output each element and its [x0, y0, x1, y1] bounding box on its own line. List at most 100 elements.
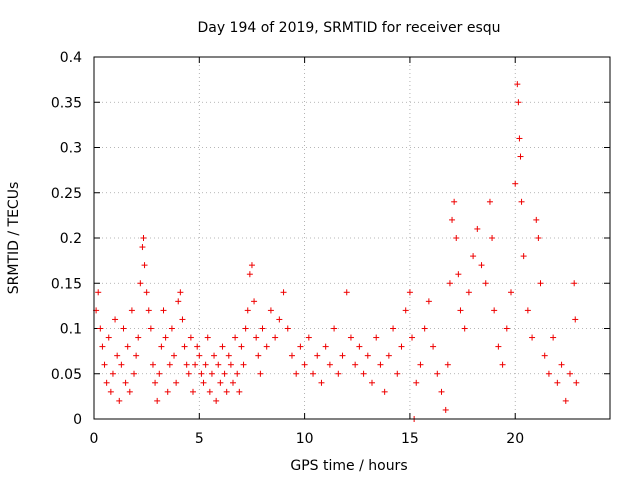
x-tick-label: 10: [296, 431, 314, 447]
data-point: [185, 370, 192, 377]
data-point: [326, 361, 333, 368]
data-point: [251, 298, 258, 305]
data-point: [177, 289, 184, 296]
data-point: [402, 307, 409, 314]
data-point: [347, 334, 354, 341]
data-point: [107, 388, 114, 395]
data-point: [518, 198, 525, 205]
data-point: [206, 388, 213, 395]
data-point: [126, 388, 133, 395]
data-point: [101, 361, 108, 368]
data-point: [253, 334, 260, 341]
y-tick-label: 0: [73, 412, 82, 428]
data-point: [200, 379, 207, 386]
data-point: [566, 370, 573, 377]
data-point: [112, 316, 119, 323]
data-point: [529, 334, 536, 341]
data-point: [141, 262, 148, 269]
data-point: [105, 334, 112, 341]
data-point: [217, 379, 224, 386]
data-point: [149, 361, 156, 368]
data-point: [162, 334, 169, 341]
data-point: [573, 379, 580, 386]
data-point: [390, 325, 397, 332]
data-point: [409, 334, 416, 341]
data-point: [124, 343, 131, 350]
data-point: [255, 352, 262, 359]
y-tick-label: 0.05: [51, 367, 82, 383]
data-point: [147, 325, 154, 332]
x-tick-label: 0: [90, 431, 99, 447]
data-point: [425, 298, 432, 305]
y-tick-label: 0.15: [51, 276, 82, 292]
data-point: [310, 370, 317, 377]
data-point: [225, 352, 232, 359]
data-point: [430, 343, 437, 350]
axis-ticks: 0 5 10 15 20 0 0.05 0.1 0.15 0.2 0.25 0.3 0.35 0.4: [51, 50, 610, 447]
data-point: [160, 307, 167, 314]
data-point: [97, 325, 104, 332]
data-point: [533, 216, 540, 223]
data-point: [572, 316, 579, 323]
data-point: [550, 334, 557, 341]
chart-title: Day 194 of 2019, SRMTID for receiver esq…: [197, 20, 500, 36]
data-point: [244, 307, 251, 314]
data-point: [517, 153, 524, 160]
data-point: [120, 325, 127, 332]
data-point: [318, 379, 325, 386]
x-tick-label: 5: [195, 431, 204, 447]
data-point: [131, 370, 138, 377]
data-point: [461, 325, 468, 332]
data-point: [377, 361, 384, 368]
data-point: [545, 370, 552, 377]
data-point: [413, 379, 420, 386]
data-point: [248, 262, 255, 269]
data-point: [99, 343, 106, 350]
data-point: [495, 343, 502, 350]
data-point: [204, 334, 211, 341]
data-point: [417, 361, 424, 368]
data-point: [515, 99, 522, 106]
plot-frame: [93, 56, 611, 420]
data-point: [230, 379, 237, 386]
data-point: [103, 379, 110, 386]
data-point: [449, 216, 456, 223]
y-tick-label: 0.35: [51, 95, 82, 111]
data-point: [508, 289, 515, 296]
data-point: [175, 298, 182, 305]
data-point: [554, 379, 561, 386]
data-point: [242, 325, 249, 332]
y-tick-label: 0.1: [60, 322, 82, 338]
data-point: [140, 235, 147, 241]
data-point: [514, 81, 521, 88]
data-point: [486, 198, 493, 205]
data-point: [524, 307, 531, 314]
data-point: [202, 361, 209, 368]
data-point: [352, 361, 359, 368]
data-point: [145, 307, 152, 314]
data-point: [369, 379, 376, 386]
data-point: [465, 289, 472, 296]
data-point: [143, 289, 150, 296]
data-point: [442, 406, 449, 413]
data-point: [118, 361, 125, 368]
data-point: [219, 343, 226, 350]
data-point: [288, 352, 295, 359]
data-point: [128, 307, 135, 314]
data-point: [516, 135, 523, 142]
data-point: [221, 370, 228, 377]
data-point: [272, 334, 279, 341]
data-point: [171, 352, 178, 359]
data-point: [183, 361, 190, 368]
data-point: [223, 388, 230, 395]
y-tick-label: 0.25: [51, 186, 82, 202]
data-point: [276, 316, 283, 323]
data-point: [535, 235, 542, 241]
data-point: [438, 388, 445, 395]
data-point: [446, 280, 453, 287]
data-point: [457, 307, 464, 314]
data-point: [421, 325, 428, 332]
data-point: [453, 235, 460, 241]
data-point: [478, 262, 485, 269]
data-point: [189, 388, 196, 395]
